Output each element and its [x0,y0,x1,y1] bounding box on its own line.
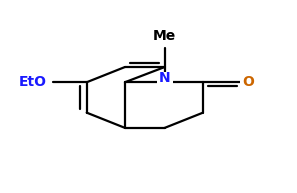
Text: Me: Me [153,29,176,43]
Text: O: O [243,75,255,89]
Text: N: N [159,71,170,85]
Bar [157,72,173,84]
Text: EtO: EtO [18,75,46,89]
Bar [154,30,176,42]
Bar [18,76,46,88]
Bar [240,76,257,88]
